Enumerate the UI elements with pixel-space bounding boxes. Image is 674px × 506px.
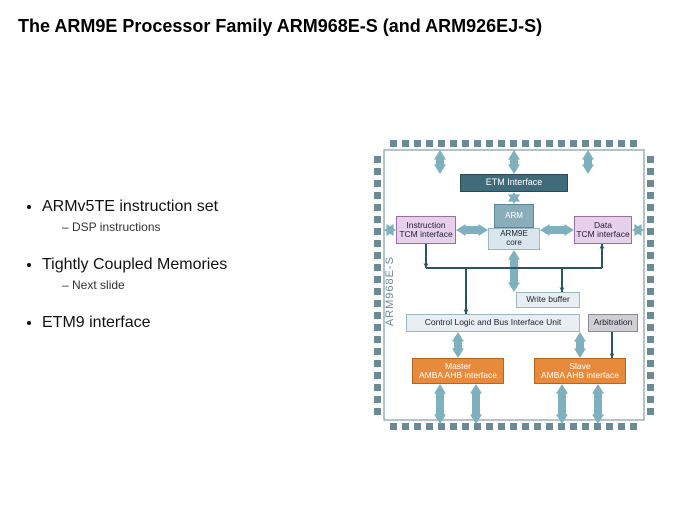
itcm-l2: TCM interface — [399, 229, 452, 239]
instruction-tcm-block: InstructionTCM interface — [396, 216, 456, 244]
slide-title: The ARM9E Processor Family ARM968E-S (an… — [18, 16, 542, 37]
arm9e-core-block: ARM9Ecore — [488, 228, 540, 250]
write-buffer-block: Write buffer — [516, 292, 580, 308]
bullet-1: ARMv5TE instruction set DSP instructions — [42, 198, 352, 234]
slave-l2: AMBA AHB interface — [541, 370, 619, 380]
bullet-1a: DSP instructions — [62, 220, 352, 234]
arm-logo-block: ARM — [494, 204, 534, 228]
dtcm-l2: TCM interface — [576, 229, 629, 239]
master-ahb-block: MasterAMBA AHB interface — [412, 358, 504, 384]
core-l2: core — [506, 238, 522, 247]
bullet-2a: Next slide — [62, 278, 352, 292]
bullet-list: ARMv5TE instruction set DSP instructions… — [22, 198, 352, 338]
block-diagram: ARM968E-S ETM Interface InstructionTCM i… — [366, 136, 660, 436]
bullet-3: ETM9 interface — [42, 314, 352, 332]
etm-interface-block: ETM Interface — [460, 174, 568, 192]
slave-ahb-block: SlaveAMBA AHB interface — [534, 358, 626, 384]
bullet-2: Tightly Coupled Memories Next slide — [42, 256, 352, 292]
core-l1: ARM9E — [500, 229, 528, 238]
arbitration-block: Arbitration — [588, 314, 638, 332]
chip-side-label: ARM968E-S — [384, 256, 396, 326]
data-tcm-block: DataTCM interface — [574, 216, 632, 244]
master-l2: AMBA AHB interface — [419, 370, 497, 380]
control-logic-block: Control Logic and Bus Interface Unit — [406, 314, 580, 332]
bullet-2-text: Tightly Coupled Memories — [42, 256, 227, 273]
bullet-1-text: ARMv5TE instruction set — [42, 198, 218, 215]
